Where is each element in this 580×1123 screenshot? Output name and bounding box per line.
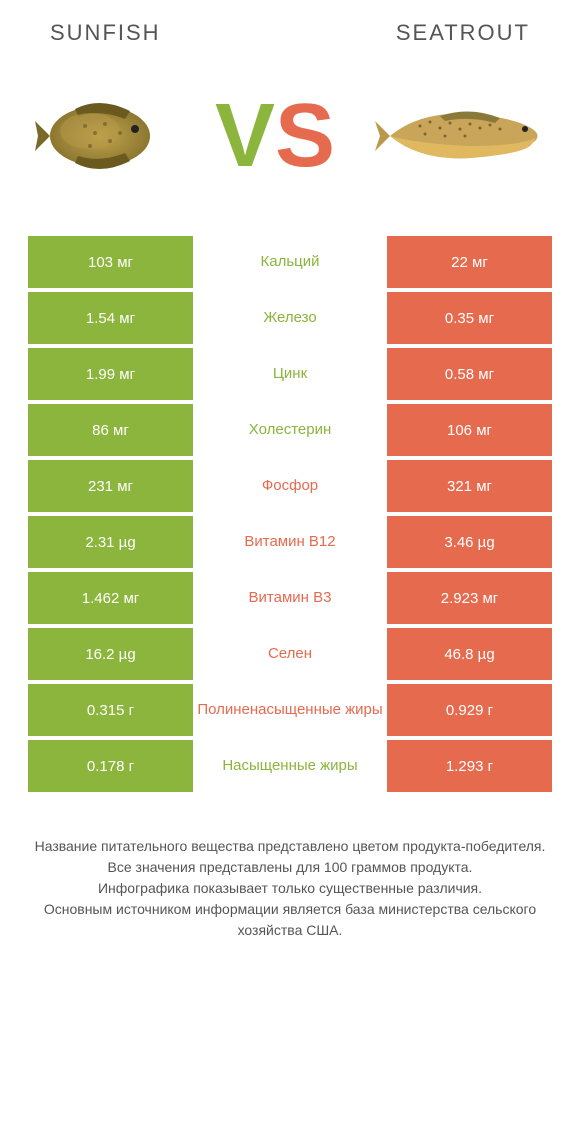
right-value: 0.35 мг — [387, 292, 552, 344]
left-value: 1.99 мг — [28, 348, 193, 400]
table-row: 0.178 гНасыщенные жиры1.293 г — [28, 740, 552, 792]
table-row: 231 мгФосфор321 мг — [28, 460, 552, 512]
nutrient-label: Витамин B3 — [193, 572, 387, 624]
right-value: 1.293 г — [387, 740, 552, 792]
nutrient-label: Полиненасыщенные жиры — [193, 684, 387, 736]
left-value: 0.178 г — [28, 740, 193, 792]
footer-line: Все значения представлены для 100 граммо… — [30, 857, 550, 878]
nutrient-label: Насыщенные жиры — [193, 740, 387, 792]
vs-s: S — [275, 91, 335, 181]
nutrient-label: Цинк — [193, 348, 387, 400]
nutrient-label: Железо — [193, 292, 387, 344]
sunfish-icon — [30, 91, 180, 181]
vs-label: VS — [215, 91, 335, 181]
left-value: 16.2 µg — [28, 628, 193, 680]
left-value: 0.315 г — [28, 684, 193, 736]
left-value: 86 мг — [28, 404, 193, 456]
nutrient-label: Холестерин — [193, 404, 387, 456]
table-row: 0.315 гПолиненасыщенные жиры0.929 г — [28, 684, 552, 736]
table-row: 1.54 мгЖелезо0.35 мг — [28, 292, 552, 344]
footer-notes: Название питательного вещества представл… — [0, 796, 580, 941]
footer-line: Название питательного вещества представл… — [30, 836, 550, 857]
left-value: 103 мг — [28, 236, 193, 288]
table-row: 2.31 µgВитамин B123.46 µg — [28, 516, 552, 568]
left-product-title: SUNFISH — [50, 20, 161, 46]
right-value: 3.46 µg — [387, 516, 552, 568]
table-row: 16.2 µgСелен46.8 µg — [28, 628, 552, 680]
comparison-table: 103 мгКальций22 мг1.54 мгЖелезо0.35 мг1.… — [0, 236, 580, 792]
nutrient-label: Фосфор — [193, 460, 387, 512]
right-value: 0.929 г — [387, 684, 552, 736]
table-row: 1.462 мгВитамин B32.923 мг — [28, 572, 552, 624]
table-row: 103 мгКальций22 мг — [28, 236, 552, 288]
right-value: 46.8 µg — [387, 628, 552, 680]
table-row: 1.99 мгЦинк0.58 мг — [28, 348, 552, 400]
seatrout-icon — [370, 96, 550, 176]
right-value: 0.58 мг — [387, 348, 552, 400]
header: SUNFISH SEATROUT — [0, 0, 580, 56]
nutrient-label: Витамин B12 — [193, 516, 387, 568]
hero-row: VS — [0, 56, 580, 236]
left-value: 1.54 мг — [28, 292, 193, 344]
footer-line: Инфографика показывает только существенн… — [30, 878, 550, 899]
footer-line: Основным источником информации является … — [30, 899, 550, 941]
left-value: 2.31 µg — [28, 516, 193, 568]
right-value: 106 мг — [387, 404, 552, 456]
nutrient-label: Кальций — [193, 236, 387, 288]
left-value: 1.462 мг — [28, 572, 193, 624]
table-row: 86 мгХолестерин106 мг — [28, 404, 552, 456]
right-value: 2.923 мг — [387, 572, 552, 624]
right-value: 321 мг — [387, 460, 552, 512]
right-value: 22 мг — [387, 236, 552, 288]
nutrient-label: Селен — [193, 628, 387, 680]
right-product-title: SEATROUT — [396, 20, 530, 46]
left-value: 231 мг — [28, 460, 193, 512]
vs-v: V — [215, 91, 275, 181]
